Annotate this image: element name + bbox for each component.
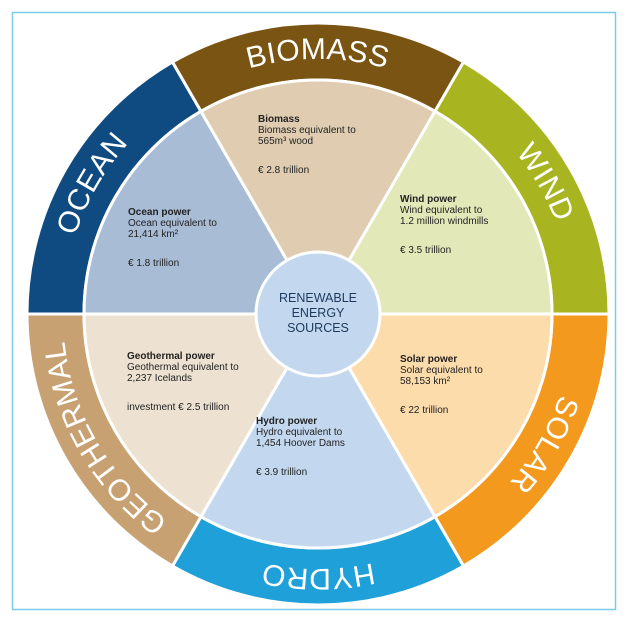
frame [11,11,617,611]
inner-segment [82,312,321,519]
segment-line: 58,153 km² [400,376,451,387]
segment-value: € 2.8 trillion [258,165,309,176]
segment-line: Geothermal equivalent to [127,362,239,373]
center-text: ENERGY [292,306,345,320]
segment-line: Hydro equivalent to [256,427,343,438]
segment-value: € 3.9 trillion [256,467,307,478]
segment-title: Geothermal power [127,351,215,362]
segment-title: Biomass [258,114,300,125]
segment-line: Biomass equivalent to [258,125,356,136]
ring-label: HYDRO [259,556,378,595]
ring-label-path: HYDRO [259,556,377,595]
segment-title: Ocean power [128,207,191,218]
center-text: SOURCES [287,321,349,335]
center-text: RENEWABLE [279,291,357,305]
segment-line: 565m³ wood [258,136,313,147]
segment-value: € 22 trillion [400,405,448,416]
segment-title: Wind power [400,194,457,205]
segment-line: Solar equivalent to [400,365,483,376]
segment-value: € 1.8 trillion [128,258,179,269]
segment-value: € 3.5 trillion [400,245,451,256]
segment-line: 1,454 Hoover Dams [256,438,345,449]
segment-line: 1.2 million windmills [400,216,488,227]
center-circle [254,250,382,378]
inner-segment [315,109,554,316]
inner-segment [315,312,554,519]
inner-segment [198,310,438,550]
segment-line: 21,414 km² [128,229,179,240]
wedges [25,21,611,607]
inner-segment [198,78,438,318]
segment-line: Ocean equivalent to [128,218,217,229]
segment-line: 2,237 Icelands [127,373,192,384]
segment-title: Hydro power [256,416,317,427]
inner-segment [82,109,321,316]
segment-title: Solar power [400,354,457,365]
segment-value: investment € 2.5 trillion [127,402,229,413]
segment-line: Wind equivalent to [400,205,483,216]
